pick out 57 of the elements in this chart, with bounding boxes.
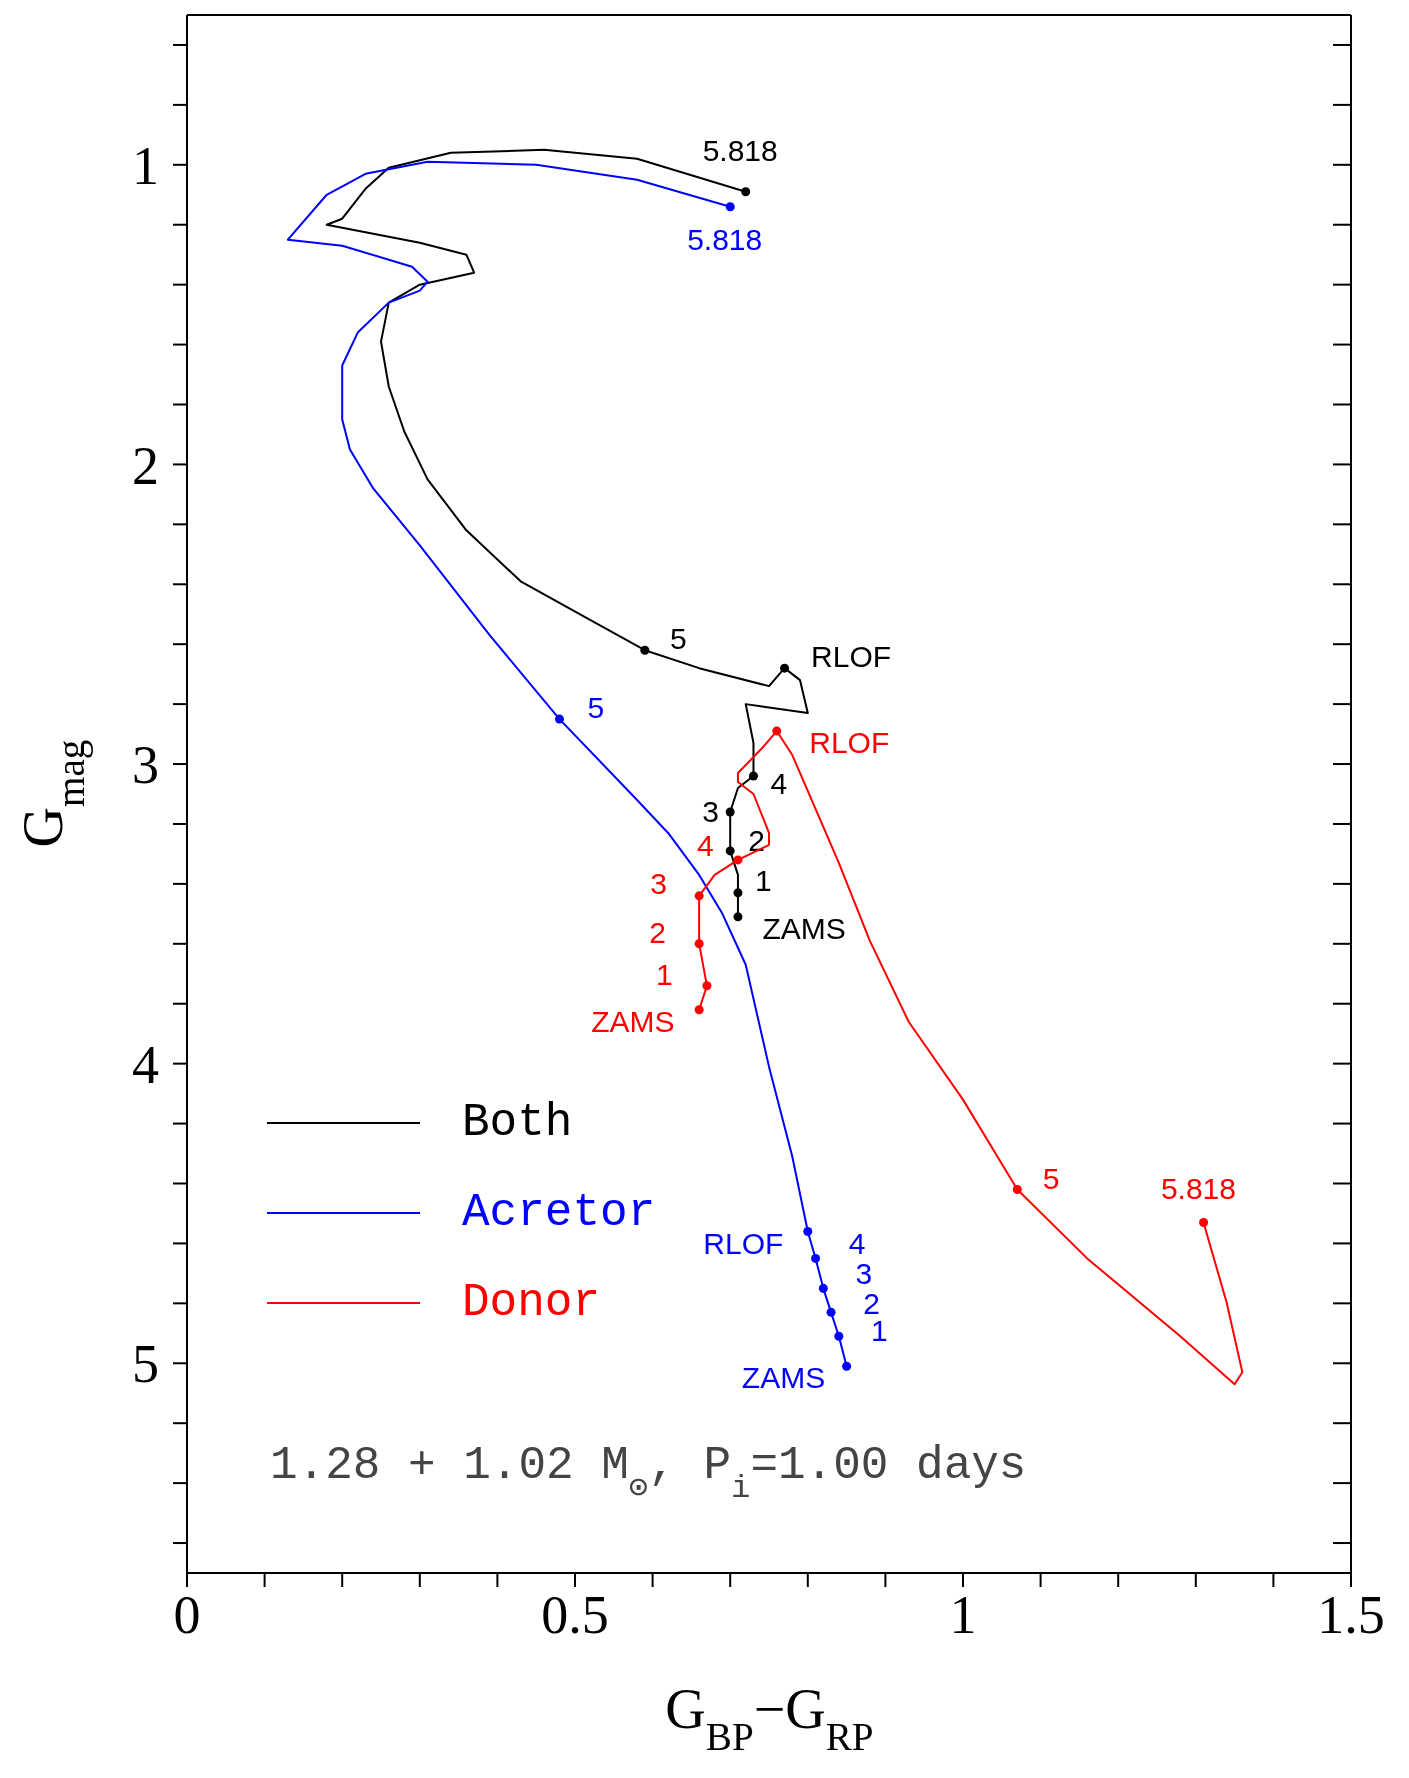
annotation: 5: [587, 691, 605, 725]
point: [772, 726, 782, 736]
y-tick-label: 3: [132, 735, 159, 796]
annotation: 4: [697, 828, 714, 862]
annotation: 5.818: [687, 223, 763, 257]
annotation: ZAMS: [762, 911, 846, 945]
point: [811, 1253, 821, 1263]
y-tick-label: 2: [132, 435, 159, 496]
x-tick-label: 1.5: [1317, 1585, 1385, 1646]
annotation: 5: [669, 622, 687, 656]
annotation: RLOF: [811, 640, 892, 674]
y-tick-label: 1: [132, 135, 159, 196]
annotation: 5: [1042, 1161, 1060, 1195]
annotation: 1: [755, 863, 772, 897]
point: [733, 855, 743, 865]
annotation: 3: [650, 866, 667, 900]
annotation: 5.818: [1160, 1171, 1236, 1205]
x-axis-title: G$_{BP}$−G$_{RP}$: [665, 1678, 874, 1758]
annotation: ZAMS: [741, 1360, 826, 1394]
annotation: RLOF: [703, 1226, 784, 1260]
annotation: 1: [656, 957, 673, 991]
point: [733, 912, 743, 922]
point: [741, 187, 751, 197]
annotation: 1.28 + 1.02 M$_{⊙}$, P$_{i}$=1.00 days: [270, 1440, 1027, 1507]
point: [780, 663, 790, 673]
legend-label: Donor: [462, 1277, 601, 1329]
annotation: 5.818: [702, 134, 778, 168]
point: [733, 888, 743, 898]
point: [694, 939, 704, 949]
point: [1199, 1217, 1209, 1227]
y-tick-label: 5: [132, 1334, 159, 1395]
point: [842, 1361, 852, 1371]
point: [748, 771, 758, 781]
point: [834, 1331, 844, 1341]
legend-label: Acretor: [462, 1187, 656, 1239]
annotation: 3: [702, 794, 720, 828]
point: [725, 807, 735, 817]
point: [640, 645, 650, 655]
point: [803, 1226, 813, 1236]
annotation: 4: [770, 767, 788, 801]
x-tick-label: 0.5: [541, 1585, 609, 1646]
annotation: ZAMS: [591, 1004, 675, 1038]
point: [725, 846, 735, 856]
point: [694, 1005, 704, 1015]
y-tick-label: 4: [132, 1034, 159, 1095]
legend-label: Both: [462, 1097, 573, 1149]
x-tick-label: 0: [173, 1585, 201, 1646]
annotation: 2: [649, 915, 666, 949]
point: [818, 1283, 828, 1293]
point: [554, 714, 564, 724]
point: [694, 891, 704, 901]
point: [725, 202, 735, 212]
annotation: RLOF: [809, 726, 890, 760]
point: [1012, 1184, 1022, 1194]
point: [702, 981, 712, 991]
x-tick-label: 1: [949, 1585, 977, 1646]
point: [826, 1307, 836, 1317]
